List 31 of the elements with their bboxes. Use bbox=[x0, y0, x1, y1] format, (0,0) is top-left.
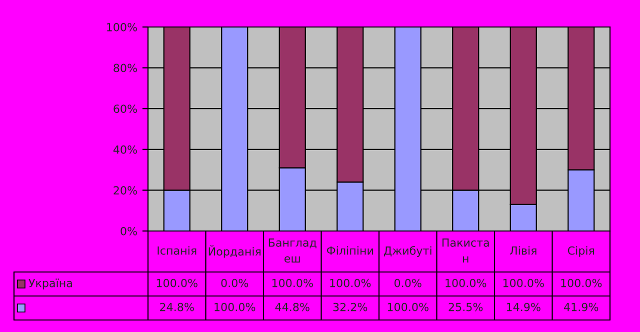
text: 100.0% bbox=[156, 278, 198, 288]
text: 100.0% bbox=[561, 278, 602, 288]
text: 100.0% bbox=[214, 302, 256, 312]
text: 100.0% bbox=[446, 278, 486, 288]
y-tick-label: 80% bbox=[114, 64, 137, 72]
x-tick-label: Сірія bbox=[568, 246, 594, 257]
x-tick-label: Лівія bbox=[510, 246, 536, 255]
x-tick-label: Йорданія bbox=[208, 245, 261, 258]
x-tick-label: Пакиста н bbox=[442, 238, 489, 262]
text: 100.0% bbox=[272, 278, 313, 288]
x-tick-label: Джибуті bbox=[384, 246, 432, 257]
text: 32.2% bbox=[333, 302, 368, 312]
text: 41.9% bbox=[564, 302, 598, 312]
y-tick-label: 0% bbox=[120, 226, 137, 236]
text: 0.0% bbox=[394, 278, 422, 288]
text: 14.9% bbox=[506, 302, 540, 312]
text: 25.5% bbox=[448, 302, 483, 312]
x-tick-label: Іспанія bbox=[158, 246, 196, 255]
text: 24.8% bbox=[160, 302, 194, 312]
x-tick-label: Філіпіни bbox=[326, 246, 373, 255]
y-tick-label: 60% bbox=[114, 104, 137, 113]
text: 44.8% bbox=[275, 302, 310, 312]
text: 100.0% bbox=[388, 302, 428, 312]
x-tick-label: Банглад еш bbox=[268, 238, 316, 263]
y-tick-label: 40% bbox=[113, 145, 137, 154]
text: 0.0% bbox=[221, 278, 248, 288]
text: 100.0% bbox=[503, 278, 544, 288]
legend-label: Україна bbox=[28, 278, 72, 290]
y-tick-label: 20% bbox=[114, 186, 137, 195]
y-tick-label: 100% bbox=[107, 22, 137, 32]
text: 100.0% bbox=[330, 278, 371, 288]
